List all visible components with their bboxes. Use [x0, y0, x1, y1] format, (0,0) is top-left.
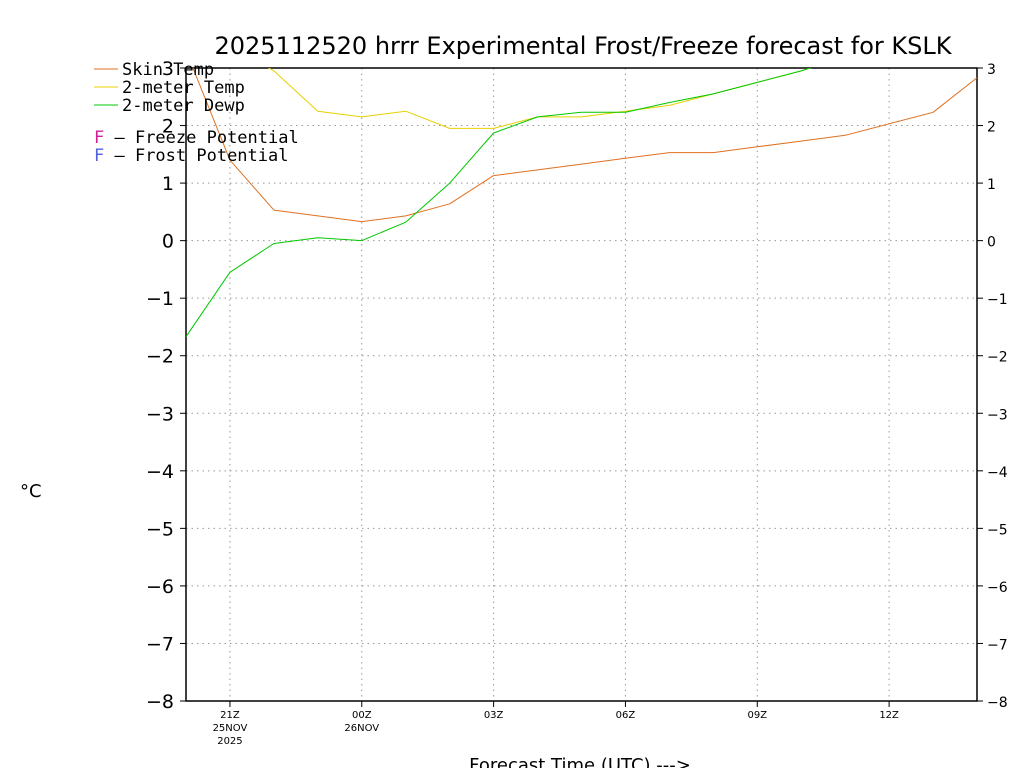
x-tick-label: 09Z — [747, 710, 767, 721]
y-tick-label-right: 2 — [987, 120, 996, 136]
legend-potential-text: – Freeze Potential — [104, 128, 298, 148]
x-tick-label: 21Z — [220, 710, 240, 721]
y-tick-label-right: −6 — [987, 580, 1008, 596]
y-tick-label-right: −3 — [987, 407, 1008, 423]
y-tick-label-right: −2 — [987, 350, 1008, 366]
y-tick-label-right: 3 — [987, 62, 996, 78]
x-tick-label: 06Z — [616, 710, 636, 721]
legend-potential-letter: F — [94, 146, 104, 166]
y-tick-label-right: −4 — [987, 465, 1008, 481]
x-axis-label: Forecast Time (UTC) ---> — [469, 755, 691, 768]
y-tick-label: −4 — [146, 461, 174, 483]
y-tick-label: 1 — [162, 173, 174, 195]
legend-label: 2-meter Temp — [122, 78, 245, 98]
x-tick-label: 2025 — [217, 736, 242, 747]
legend-potential-text: – Frost Potential — [104, 146, 288, 166]
y-tick-label-right: −5 — [987, 522, 1008, 538]
series-line-2-meter-temp — [267, 68, 812, 129]
x-tick-label: 25NOV — [213, 723, 248, 734]
y-tick-label: 2 — [162, 116, 174, 138]
legend-potential: F – Freeze Potential — [94, 128, 299, 148]
grid-lines — [186, 68, 977, 701]
y-tick-label: −6 — [146, 576, 174, 598]
y-tick-label: −5 — [146, 518, 174, 540]
legend-label: Skin Temp — [122, 60, 214, 80]
y-tick-label: −1 — [146, 288, 174, 310]
legend-potential: F – Frost Potential — [94, 146, 288, 166]
y-tick-label: 3 — [162, 58, 174, 80]
series-lines — [186, 68, 977, 337]
y-tick-label: −8 — [146, 691, 174, 713]
x-tick-label: 00Z — [352, 710, 372, 721]
series-line-skin-temp — [192, 68, 977, 223]
axis-ticks: −8 −8 −7 −7 −6 −6 −5 −5 −4 −4 −3 −3 −2 −2 −1 −1 0 0 1 1 2 2 3 3… — [146, 58, 1008, 747]
y-tick-label-right: −1 — [987, 292, 1008, 308]
legend-potential-letter: F — [94, 128, 104, 148]
y-tick-label: −7 — [146, 633, 174, 655]
y-tick-label: −2 — [146, 346, 174, 368]
y-tick-label-right: −8 — [987, 695, 1008, 711]
y-axis-label: °C — [20, 481, 42, 502]
y-tick-label: 0 — [162, 231, 174, 253]
x-tick-label: 12Z — [879, 710, 899, 721]
y-tick-label-right: −7 — [987, 637, 1008, 653]
y-tick-label-right: 0 — [987, 235, 996, 251]
legend-label: 2-meter Dewp — [122, 96, 245, 116]
y-tick-label-right: 1 — [987, 177, 996, 193]
series-line-2-meter-dewp — [186, 68, 812, 337]
chart-title: 2025112520 hrrr Experimental Frost/Freez… — [215, 32, 953, 60]
x-tick-label: 03Z — [484, 710, 504, 721]
plot-frame — [185, 67, 978, 702]
y-tick-label: −3 — [146, 403, 174, 425]
x-tick-label: 26NOV — [344, 723, 379, 734]
